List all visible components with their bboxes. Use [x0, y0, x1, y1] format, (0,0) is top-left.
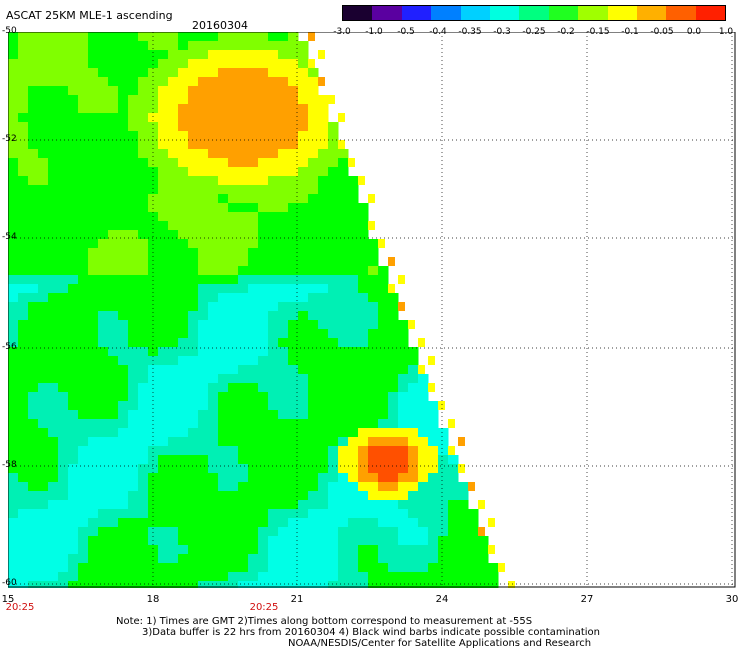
lat-label: -54: [2, 232, 17, 242]
lat-label: -60: [2, 578, 17, 588]
colorbar: [342, 5, 726, 21]
lon-label: 24: [435, 594, 449, 605]
lon-label: 21: [290, 594, 304, 605]
colorbar-swatch: [548, 6, 579, 20]
note-line-2: 3)Data buffer is 22 hrs from 20160304 4)…: [142, 627, 600, 638]
lon-label: 30: [725, 594, 739, 605]
scatterometer-map: [8, 32, 736, 588]
colorbar-swatch: [372, 6, 402, 20]
lon-label: 18: [146, 594, 160, 605]
time-label: 20:25: [249, 602, 279, 613]
colorbar-swatch: [343, 6, 373, 20]
swath-field: [8, 32, 515, 588]
note-line-3: NOAA/NESDIS/Center for Satellite Applica…: [288, 638, 592, 649]
colorbar-swatch: [578, 6, 608, 20]
lat-label: -56: [2, 342, 17, 352]
lon-label: 27: [580, 594, 594, 605]
colorbar-swatch: [666, 6, 696, 20]
note-line-1: Note: 1) Times are GMT 2)Times along bot…: [116, 616, 533, 627]
plot-frame: [8, 32, 736, 588]
colorbar-swatch: [695, 6, 726, 20]
colorbar-swatch: [607, 6, 637, 20]
time-label: 20:25: [5, 602, 35, 613]
grid-lines: [8, 32, 735, 587]
colorbar-swatch: [460, 6, 490, 20]
colorbar-swatch: [519, 6, 549, 20]
lat-label: -50: [2, 26, 17, 36]
colorbar-swatch: [636, 6, 667, 20]
colorbar-swatch: [431, 6, 461, 20]
map-date: 20160304: [192, 19, 248, 32]
lon-label: 15: [1, 594, 15, 605]
colorbar-swatch: [489, 6, 520, 20]
colorbar-swatch: [401, 6, 432, 20]
lat-label: -52: [2, 134, 17, 144]
lat-label: -58: [2, 460, 17, 470]
map-title: ASCAT 25KM MLE-1 ascending: [6, 9, 173, 22]
